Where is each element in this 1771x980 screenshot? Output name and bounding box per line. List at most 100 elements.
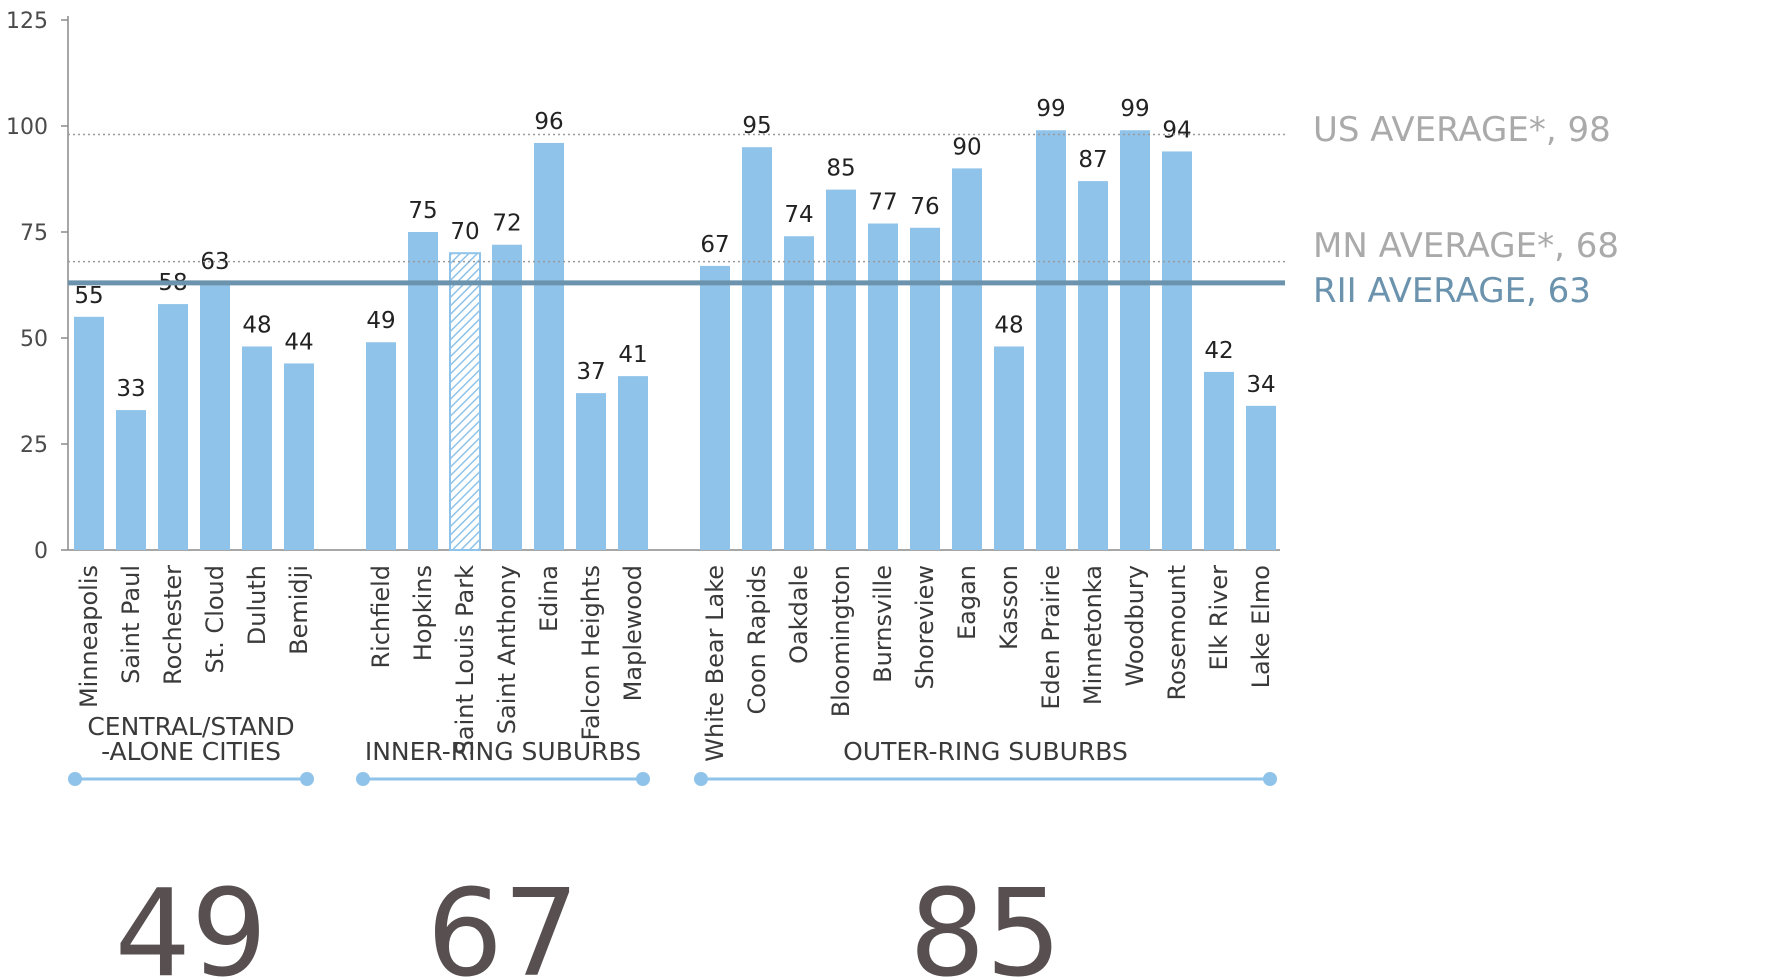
category-label: Bloomington [827,565,855,717]
bar [449,252,481,551]
category-label: Eden Prairie [1037,565,1065,710]
category-label: Saint Louis Park [451,565,479,755]
bar [868,223,898,550]
bar-value-label: 44 [284,329,313,355]
bar [492,244,522,550]
category-label: Falcon Heights [577,565,605,741]
bar [1204,371,1234,550]
category-label: Hopkins [409,565,437,661]
bar [1246,405,1276,550]
bar [1078,181,1108,550]
category-label: Lake Elmo [1247,565,1275,688]
category-label: Richfield [367,565,395,669]
bar-value-label: 34 [1246,372,1275,398]
category-label: Kasson [995,565,1023,650]
bar-value-label: 90 [952,134,981,160]
bar-value-label: 67 [700,232,729,258]
bar-value-label: 74 [784,202,813,228]
bar-value-label: 33 [116,376,145,402]
y-tick-label: 50 [20,327,48,352]
bar [534,142,564,550]
bar-value-label: 48 [994,312,1023,338]
group-bracket-dot [636,772,650,786]
category-label: Duluth [243,565,271,645]
ref-label-mn: MN AVERAGE*, 68 [1313,226,1619,266]
ref-label-us: US AVERAGE*, 98 [1313,110,1611,150]
bar [74,316,104,550]
bar-value-label: 76 [910,194,939,220]
y-tick-label: 25 [20,433,48,458]
bar-value-label: 87 [1078,147,1107,173]
bar [1036,130,1066,551]
bar [408,232,438,550]
category-label: Oakdale [785,565,813,664]
group-bracket-dot [356,772,370,786]
category-label: Woodbury [1121,565,1149,686]
bar-value-label: 37 [576,359,605,385]
bar-value-label: 99 [1120,96,1149,122]
bar-value-label: 96 [534,109,563,135]
bar [1120,130,1150,551]
category-label: St. Cloud [201,565,229,673]
bar-value-label: 42 [1204,338,1233,364]
bar-value-label: 75 [408,198,437,224]
bar [910,227,940,550]
bar [1162,151,1192,550]
group-label: OUTER-RING SUBURBS [843,737,1128,766]
bar-value-label: 85 [826,156,855,182]
bar-value-label: 55 [74,283,103,309]
category-label: White Bear Lake [701,565,729,762]
bar-value-label: 70 [450,219,479,245]
y-tick-label: 125 [6,9,48,34]
group-average: 67 [427,865,580,980]
category-label: Bemidji [285,565,313,655]
bar-value-label: 72 [492,211,521,237]
group-bracket-dot [68,772,82,786]
group-bracket-dot [1263,772,1277,786]
bar [242,346,272,550]
bar-value-label: 48 [242,312,271,338]
category-label: Elk River [1205,565,1233,671]
bar [200,282,230,550]
group-average: 85 [909,865,1062,980]
category-label: Eagan [953,565,981,640]
ref-label-rii: RII AVERAGE, 63 [1313,271,1591,311]
bar-value-label: 99 [1036,96,1065,122]
category-label: Saint Paul [117,565,145,684]
category-label: Minneapolis [75,565,103,708]
category-label: Rosemount [1163,565,1191,700]
group-average: 49 [115,865,268,980]
y-tick-label: 75 [20,221,48,246]
category-label: Rochester [159,565,187,685]
group-bracket-dot [694,772,708,786]
bar [284,363,314,550]
bar [700,265,730,550]
bar [784,236,814,551]
bar [116,410,146,550]
bar [826,189,856,550]
bar [576,393,606,550]
bar [158,304,188,550]
category-label: Maplewood [619,565,647,701]
y-tick-label: 100 [6,115,48,140]
category-label: Shoreview [911,565,939,690]
bar [366,342,396,550]
bar [952,168,982,550]
bar-value-label: 95 [742,113,771,139]
bar-value-label: 77 [868,190,897,216]
bar-value-label: 41 [618,342,647,368]
category-label: Burnsville [869,565,897,683]
bar-value-label: 49 [366,308,395,334]
group-bracket-dot [300,772,314,786]
bar [742,147,772,550]
category-label: Coon Rapids [743,565,771,714]
category-label: Edina [535,565,563,632]
y-tick-label: 0 [34,539,48,564]
bar-value-label: 94 [1162,117,1191,143]
group-label: INNER-RING SUBURBS [365,737,641,766]
bar [618,376,648,550]
category-label: Saint Anthony [493,565,521,734]
group-label: CENTRAL/STAND -ALONE CITIES [87,712,294,766]
bar [994,346,1024,550]
